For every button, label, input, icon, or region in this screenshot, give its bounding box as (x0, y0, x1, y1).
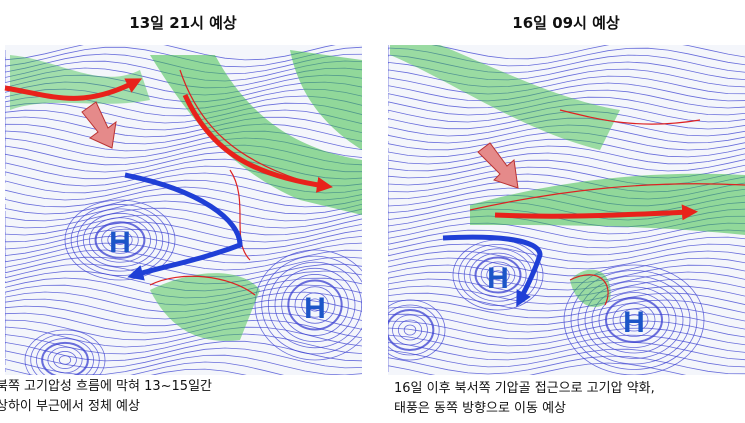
streamline (5, 305, 362, 327)
streamline (605, 297, 664, 343)
streamline (388, 320, 745, 340)
streamline (5, 319, 362, 341)
streamline (388, 362, 687, 375)
streamline (452, 239, 544, 311)
streamline (388, 68, 745, 88)
streamline (107, 230, 133, 250)
weather-map (388, 45, 745, 375)
streamline (388, 75, 745, 95)
streamline (5, 333, 362, 355)
streamline (5, 242, 362, 264)
caption: 태풍은 동쪽 방향으로 이동 예상 (394, 401, 566, 416)
streamline (619, 308, 649, 332)
high-pressure: H (304, 292, 326, 325)
streamline (5, 200, 362, 222)
high-pressure: H (487, 262, 509, 295)
streamline (64, 199, 176, 281)
streamline (388, 257, 745, 277)
streamline (388, 334, 745, 354)
trough-arrow (81, 101, 117, 149)
streamline (388, 278, 745, 298)
streamline (5, 116, 362, 138)
streamline (5, 130, 362, 152)
streamline (388, 236, 745, 256)
streamline (267, 261, 362, 349)
streamline (388, 299, 446, 361)
flow-arrow (494, 204, 698, 221)
high-pressure: H (623, 306, 645, 339)
streamline (392, 314, 428, 346)
streamline (474, 256, 522, 294)
streamline (5, 347, 362, 369)
streamline (5, 109, 362, 131)
streamline (261, 255, 362, 355)
high-pressure: H (109, 226, 131, 259)
panel-title: 16일 09시 예상 (512, 14, 620, 32)
streamline (388, 292, 745, 312)
streamline (598, 292, 670, 348)
streamline (388, 45, 745, 60)
streamline (388, 327, 745, 347)
streamline (388, 348, 745, 368)
streamline (388, 250, 745, 270)
streamline (388, 299, 745, 319)
streamline (307, 298, 323, 312)
streamline (5, 207, 362, 229)
streamline (5, 221, 362, 243)
streamline (591, 286, 677, 354)
caption: 상하이 부근에서 정체 예상 (0, 399, 140, 414)
typhoon-track (124, 172, 243, 281)
streamline (388, 152, 745, 172)
streamline (388, 82, 745, 102)
streamline (76, 208, 164, 272)
streamline (5, 340, 362, 362)
streamline (5, 312, 362, 334)
streamline (5, 235, 362, 257)
streamline (388, 308, 435, 352)
streamline (41, 341, 89, 379)
streamline (388, 145, 745, 165)
streamline (47, 346, 83, 374)
streamline (5, 193, 362, 215)
streamline (53, 351, 77, 369)
streamline (388, 313, 745, 333)
streamline (101, 226, 139, 254)
streamline (254, 249, 362, 361)
streamline (5, 326, 362, 348)
streamline (5, 88, 362, 110)
weather-map (5, 45, 362, 398)
panel-title: 13일 21시 예상 (129, 14, 237, 32)
streamline (5, 354, 362, 376)
streamline (388, 271, 745, 291)
streamline (5, 214, 362, 236)
caption: 16일 이후 북서쪽 기압골 접근으로 고기압 약화, (394, 381, 655, 396)
streamline (89, 217, 151, 263)
streamline (5, 256, 362, 278)
streamline (5, 102, 362, 124)
flow-arrow (182, 93, 333, 193)
streamline (480, 261, 516, 289)
streamline (388, 264, 745, 284)
streamline (287, 279, 343, 331)
streamline (388, 285, 745, 305)
streamline (301, 292, 329, 318)
caption-box (0, 375, 362, 423)
streamline (388, 341, 745, 361)
streamline (612, 303, 656, 337)
streamline (469, 252, 527, 298)
streamline (70, 204, 170, 276)
streamline (388, 138, 745, 158)
caption: 북쪽 고기압성 흐름에 막혀 13~15일간 (0, 379, 212, 394)
trough-arrow (477, 142, 519, 189)
streamline (388, 306, 745, 326)
streamline (388, 229, 745, 249)
flow-arrow (4, 78, 143, 101)
typhoon-track (442, 234, 543, 308)
streamline (5, 228, 362, 250)
streamline (486, 265, 510, 285)
streamline (5, 123, 362, 145)
streamline (388, 243, 745, 263)
streamline (388, 355, 745, 375)
